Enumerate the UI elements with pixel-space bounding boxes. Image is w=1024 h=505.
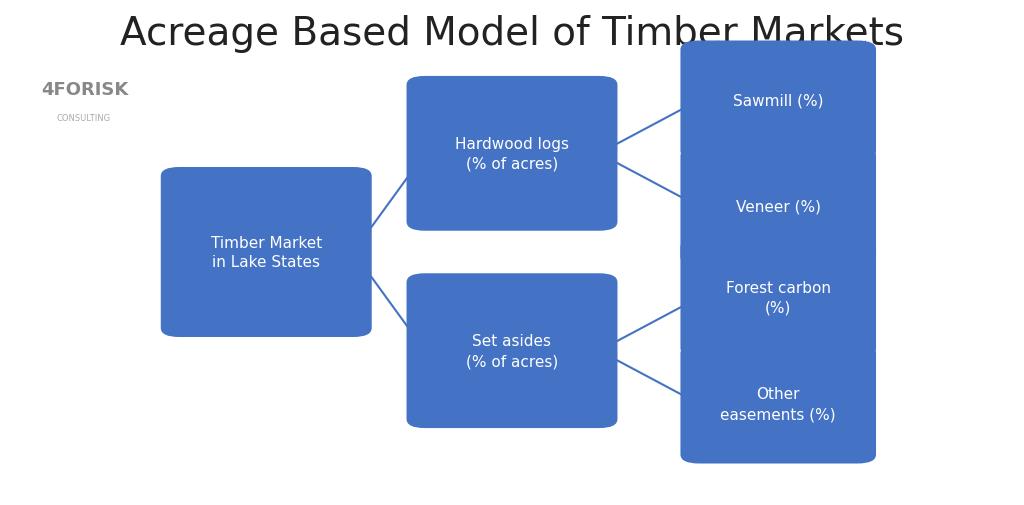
FancyBboxPatch shape [407,274,617,428]
Text: Veneer (%): Veneer (%) [735,199,821,215]
Text: 4FORISK: 4FORISK [41,81,128,99]
FancyBboxPatch shape [407,77,617,231]
FancyBboxPatch shape [680,41,876,161]
Text: Sawmill (%): Sawmill (%) [733,93,823,109]
Text: Set asides
(% of acres): Set asides (% of acres) [466,334,558,368]
Text: Other
easements (%): Other easements (%) [721,387,836,421]
FancyBboxPatch shape [161,168,372,337]
FancyBboxPatch shape [680,238,876,358]
FancyBboxPatch shape [680,147,876,267]
Text: CONSULTING: CONSULTING [56,114,111,123]
Text: Forest carbon
(%): Forest carbon (%) [726,281,830,315]
Text: Acreage Based Model of Timber Markets: Acreage Based Model of Timber Markets [120,15,904,53]
Text: Hardwood logs
(% of acres): Hardwood logs (% of acres) [455,137,569,171]
FancyBboxPatch shape [680,344,876,464]
Text: Timber Market
in Lake States: Timber Market in Lake States [211,235,322,270]
